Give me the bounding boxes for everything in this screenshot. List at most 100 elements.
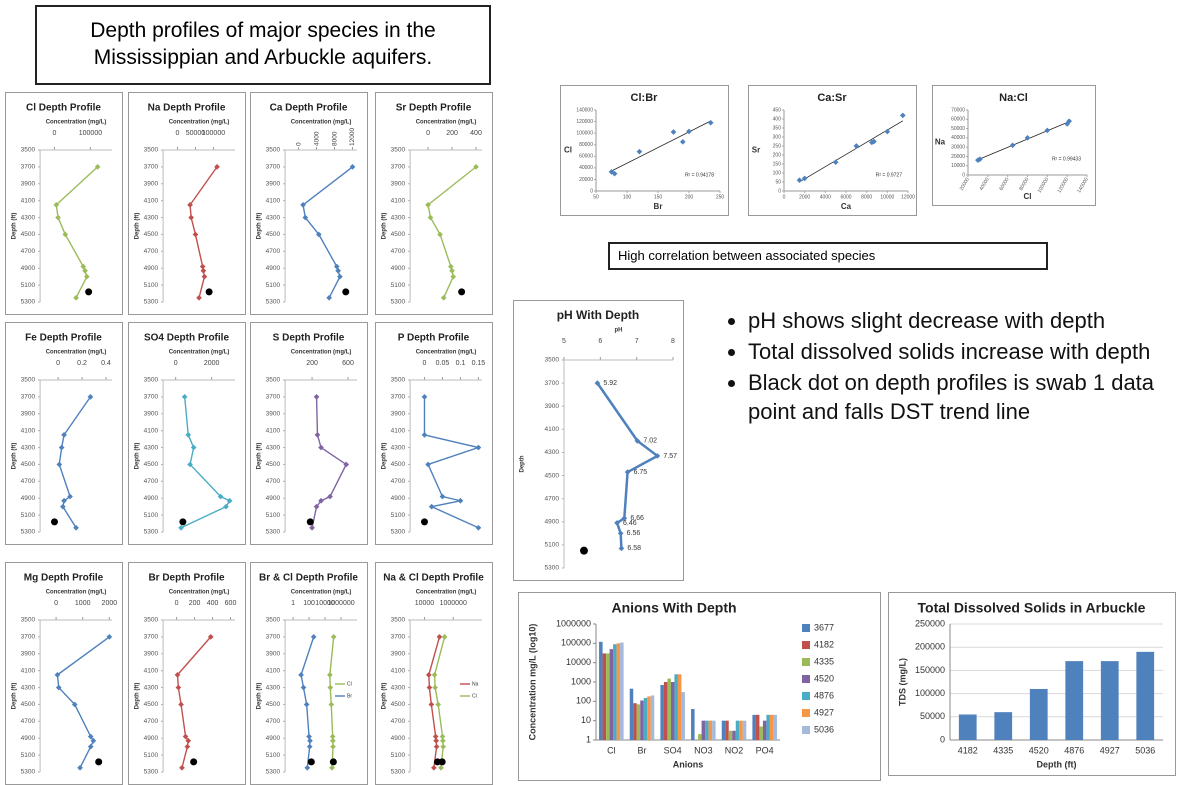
chart-title: pH With Depth bbox=[557, 308, 640, 322]
y-tick-label: 3700 bbox=[391, 634, 406, 641]
y-tick-label: 4100 bbox=[266, 667, 281, 674]
data-label: 5.92 bbox=[603, 380, 617, 387]
x-tick-label: 200 bbox=[685, 194, 694, 200]
x-tick-label: 10000 bbox=[315, 600, 335, 607]
bar bbox=[647, 696, 651, 740]
legend-swatch bbox=[802, 726, 810, 734]
y-tick-label: 4300 bbox=[266, 684, 281, 691]
y-tick-label: 10000 bbox=[951, 163, 965, 169]
chart-title: Ca:Sr bbox=[817, 92, 847, 104]
bar bbox=[698, 734, 702, 740]
x-tick-label: 4927 bbox=[1100, 745, 1120, 755]
bar bbox=[769, 714, 774, 740]
legend-swatch bbox=[802, 675, 810, 683]
y-tick-label: 4700 bbox=[21, 248, 36, 255]
x-tick-label: NO3 bbox=[694, 745, 713, 755]
x-tick-label: 4000 bbox=[313, 131, 320, 146]
data-point bbox=[181, 394, 188, 400]
x-tick-label: 12000 bbox=[901, 194, 915, 200]
y-tick-label: 60000 bbox=[951, 117, 965, 123]
x-tick-label: Br bbox=[638, 745, 647, 755]
chart-title: Fe Depth Profile bbox=[25, 333, 102, 344]
x-tick-label: PO4 bbox=[756, 745, 774, 755]
y-tick-label: 5100 bbox=[391, 282, 406, 289]
y-tick-label: 5100 bbox=[144, 752, 159, 759]
y-tick-label: 1000 bbox=[571, 676, 591, 686]
y-tick-label: 4500 bbox=[391, 231, 406, 238]
x-axis-label: Concentration (mg/L) bbox=[291, 350, 352, 356]
annotation: R² = 0.94178 bbox=[685, 172, 714, 178]
chart-frame bbox=[5, 562, 123, 785]
data-point bbox=[1066, 118, 1072, 124]
data-point bbox=[77, 764, 83, 771]
x-axis-label: Cl bbox=[1024, 192, 1032, 201]
data-point bbox=[326, 294, 332, 301]
data-point bbox=[450, 273, 457, 280]
y-tick-label: 4100 bbox=[391, 667, 406, 674]
y-axis-label: Depth (ft) bbox=[12, 213, 18, 240]
x-tick-label: 0 bbox=[56, 360, 60, 367]
x-tick-label: 100 bbox=[623, 194, 632, 200]
data-point bbox=[439, 733, 446, 740]
y-tick-label: 4300 bbox=[391, 214, 406, 221]
y-tick-label: 3500 bbox=[266, 617, 281, 624]
bullet: Black dot on depth profiles is swab 1 da… bbox=[748, 368, 1180, 426]
y-tick-label: 100 bbox=[576, 696, 591, 706]
bar bbox=[663, 682, 668, 740]
data-label: 6.46 bbox=[623, 520, 637, 527]
data-point bbox=[300, 202, 306, 208]
y-tick-label: 0 bbox=[940, 734, 945, 744]
y-tick-label: 40000 bbox=[951, 135, 965, 141]
x-axis-label: Concentration (mg/L) bbox=[416, 120, 477, 126]
y-tick-label: 3500 bbox=[266, 147, 281, 154]
data-point bbox=[298, 672, 304, 678]
y-tick-label: 3700 bbox=[144, 634, 159, 641]
swab-point bbox=[306, 518, 314, 526]
swab-point bbox=[205, 288, 213, 296]
x-tick-label: 0.1 bbox=[456, 360, 466, 367]
x-tick-label: 4520 bbox=[1029, 745, 1049, 755]
x-axis-label: Concentration (mg/L) bbox=[169, 120, 230, 126]
x-axis-label: Concentration (mg/L) bbox=[416, 590, 477, 596]
x-tick-label: 8 bbox=[671, 338, 675, 345]
bullet-list: pH shows slight decrease with depth Tota… bbox=[712, 306, 1180, 428]
y-tick-label: 4300 bbox=[266, 214, 281, 221]
chart-frame bbox=[5, 92, 123, 315]
trend-line bbox=[611, 120, 711, 172]
swab-point bbox=[190, 758, 198, 766]
x-axis-label: Concentration (mg/L) bbox=[416, 350, 477, 356]
x-tick-label: 0 bbox=[53, 130, 57, 137]
data-label: 7.02 bbox=[643, 438, 657, 445]
y-axis-label: Depth (ft) bbox=[257, 683, 263, 710]
bar bbox=[1029, 688, 1048, 740]
data-point bbox=[431, 764, 437, 771]
y-tick-label: 20000 bbox=[951, 154, 965, 160]
legend-swatch bbox=[802, 624, 810, 632]
legend-label: Na bbox=[472, 681, 479, 687]
data-point bbox=[439, 493, 446, 500]
y-tick-label: 4100 bbox=[21, 667, 36, 674]
y-tick-label: 4500 bbox=[21, 231, 36, 238]
data-point bbox=[329, 764, 335, 771]
bar bbox=[705, 720, 709, 740]
y-tick-label: 0 bbox=[590, 188, 593, 194]
y-tick-label: 4500 bbox=[266, 701, 281, 708]
data-point bbox=[435, 701, 442, 708]
data-point bbox=[187, 461, 193, 468]
bar bbox=[620, 642, 624, 740]
y-tick-label: 3900 bbox=[545, 403, 560, 410]
y-tick-label: 200000 bbox=[915, 642, 945, 652]
data-point bbox=[440, 737, 446, 744]
bullet: Total dissolved solids increase with dep… bbox=[748, 337, 1180, 366]
y-tick-label: 3700 bbox=[545, 380, 560, 387]
y-tick-label: 4100 bbox=[144, 197, 159, 204]
y-tick-label: 5100 bbox=[391, 752, 406, 759]
data-point bbox=[174, 672, 181, 678]
legend-label: 4927 bbox=[814, 707, 834, 717]
bar bbox=[739, 720, 743, 740]
data-point bbox=[421, 432, 428, 438]
bar bbox=[677, 674, 682, 740]
bar bbox=[643, 697, 648, 740]
data-point bbox=[475, 524, 482, 531]
